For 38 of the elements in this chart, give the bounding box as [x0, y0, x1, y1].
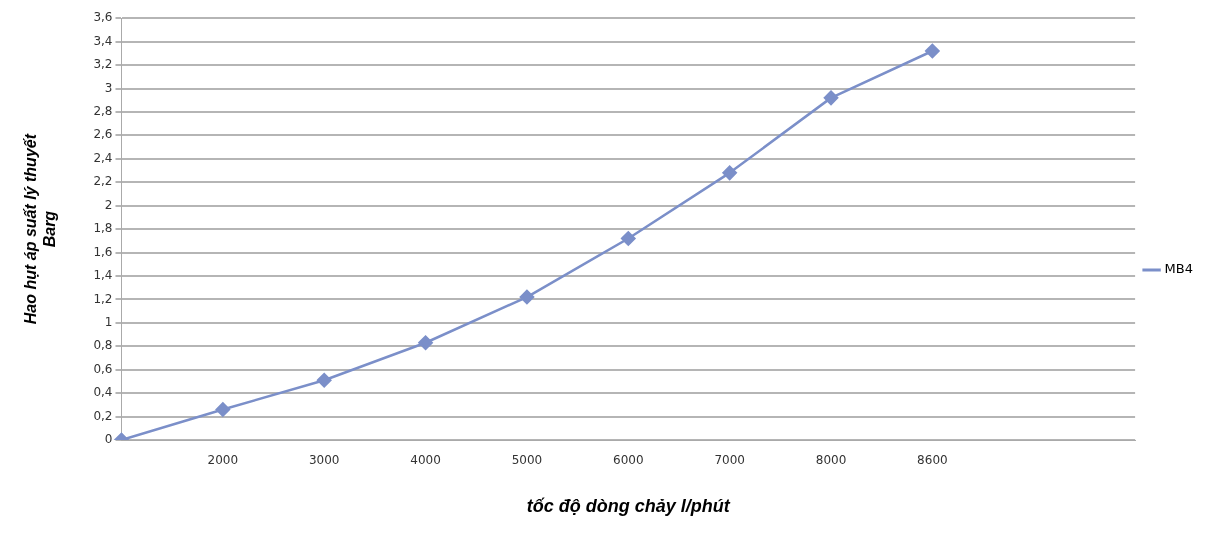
y-tick-label: 0: [104, 432, 113, 447]
y-tick-label: 0,4: [93, 385, 113, 400]
x-tick-label: 8600: [917, 453, 948, 468]
point: [215, 402, 231, 417]
legend-label: MB4: [1164, 261, 1193, 277]
point: [316, 373, 332, 388]
point: [418, 335, 433, 350]
point: [519, 289, 535, 305]
y-tick-label: 0,8: [93, 338, 113, 353]
y-tick-label: 0,2: [93, 408, 113, 423]
y-tick-label: 2,4: [93, 150, 113, 165]
y-tick-label: 0,6: [93, 361, 113, 376]
x-axis-title: tốc độ dòng chảy l/phút: [526, 496, 731, 517]
x-tick-label: 3000: [308, 453, 340, 468]
y-tick-label: 2: [104, 197, 113, 212]
y-axis-title: Hao hụt áp suất lý thuyết Barg: [22, 133, 59, 325]
point: [925, 43, 940, 59]
y-tick-label: 1,6: [93, 244, 113, 259]
x-tick-label: 4000: [410, 453, 441, 468]
y-tick-label: 1: [104, 314, 113, 329]
point: [722, 165, 737, 181]
y-tick-label: 3: [104, 80, 113, 95]
y-tick-label: 2,6: [93, 127, 113, 142]
y-tick-label: 3,4: [93, 33, 113, 48]
point: [621, 231, 636, 246]
y-tick-label: 1,2: [93, 291, 113, 306]
y-tick-label: 1,4: [93, 268, 113, 283]
x-tick-label: 8000: [815, 453, 847, 468]
x-tick-label: 5000: [511, 453, 543, 468]
x-tick-label: 7000: [714, 453, 745, 468]
y-tick-label: 2,2: [93, 174, 113, 189]
y-tick-label: 3,2: [93, 57, 113, 72]
x-tick-label: 2000: [207, 453, 239, 468]
y-tick-label: 2,8: [93, 104, 113, 119]
y-tick-label: 3,6: [93, 10, 113, 25]
point: [823, 90, 839, 106]
x-tick-label: 6000: [613, 453, 644, 468]
y-tick-label: 1,8: [93, 221, 113, 236]
